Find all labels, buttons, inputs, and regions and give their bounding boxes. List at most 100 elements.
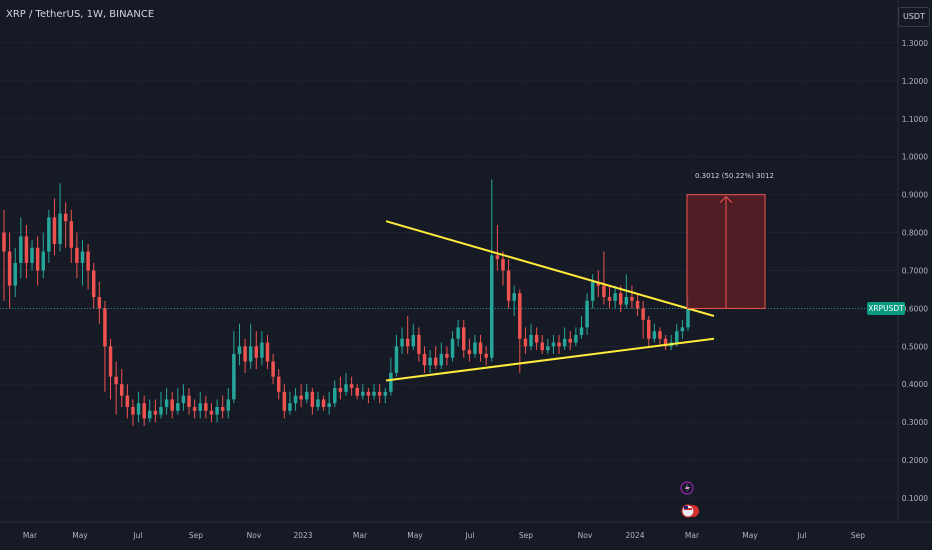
candle-body: [69, 221, 74, 248]
time-tick-label[interactable]: Nov: [247, 531, 262, 540]
candle-body: [114, 376, 118, 385]
price-tick-label[interactable]: 0.6000: [902, 304, 928, 313]
event-icons[interactable]: [680, 481, 699, 518]
time-axis-labels[interactable]: Mar May Jul Sep Nov 2023 Mar May Jul Sep Nov 2024 Ma…: [23, 531, 865, 540]
candle-body: [501, 259, 505, 271]
candle-body: [220, 406, 225, 411]
candle-body: [119, 384, 124, 396]
candle-body: [641, 308, 645, 320]
candle-body: [63, 213, 68, 222]
candle-body: [439, 353, 444, 366]
price-tick-label[interactable]: 0.5000: [902, 342, 928, 351]
price-tick-label[interactable]: 0.7000: [902, 266, 928, 275]
candle-body: [534, 334, 539, 343]
candle-body: [562, 338, 567, 347]
candle-body: [523, 338, 528, 347]
candle-body: [372, 391, 376, 396]
measure-arrow-head-icon: [719, 195, 733, 204]
candle-body: [204, 403, 208, 411]
descending-trendline[interactable]: [385, 220, 715, 317]
candle-body: [215, 406, 219, 415]
candle-body: [377, 391, 382, 396]
candle-body: [428, 357, 432, 366]
time-tick-label[interactable]: May: [407, 531, 423, 540]
candle-body: [473, 342, 477, 354]
candle-body: [226, 399, 231, 411]
time-tick-label[interactable]: Mar: [23, 531, 38, 540]
time-tick-label[interactable]: Sep: [519, 531, 533, 540]
price-tick-label[interactable]: 1.2000: [902, 77, 928, 86]
time-tick-label[interactable]: Jul: [132, 531, 142, 540]
candle-body: [254, 346, 259, 358]
candle-body: [675, 331, 679, 343]
candle-body: [91, 270, 96, 298]
candle-body: [680, 327, 685, 332]
candle-body: [108, 346, 113, 377]
time-tick-label[interactable]: May: [742, 531, 758, 540]
candle-body: [13, 262, 17, 286]
time-tick-label[interactable]: Jul: [464, 531, 474, 540]
candle-body: [237, 346, 242, 354]
currency-unit-button[interactable]: USDT: [898, 7, 930, 27]
candle-body: [338, 388, 343, 392]
candle-body: [461, 327, 466, 351]
candle-body: [164, 399, 169, 407]
candle-body: [344, 384, 348, 392]
price-tick-label[interactable]: 1.1000: [902, 115, 928, 124]
candle-body: [198, 403, 202, 411]
candle-body: [512, 293, 516, 301]
price-tick-label[interactable]: 0.2000: [902, 456, 928, 465]
time-tick-label[interactable]: Sep: [189, 531, 203, 540]
candle-body: [663, 338, 668, 347]
price-tick-label[interactable]: 0.1000: [902, 494, 928, 503]
candle-body: [618, 293, 623, 305]
candle-body: [624, 297, 629, 305]
candle-body: [506, 270, 511, 301]
candle-body: [2, 232, 6, 252]
candle-body: [232, 353, 236, 400]
time-tick-label[interactable]: Nov: [578, 531, 593, 540]
candle-body: [41, 251, 45, 271]
candle-body: [305, 391, 309, 400]
candle-body: [47, 217, 51, 252]
candle-body: [478, 342, 483, 354]
time-tick-label[interactable]: 2024: [625, 531, 644, 540]
candle-body: [103, 308, 107, 347]
trendline-group[interactable]: [385, 220, 715, 382]
time-tick-label[interactable]: Sep: [851, 531, 865, 540]
price-tick-label[interactable]: 1.3000: [902, 39, 928, 48]
chart-title: XRP / TetherUS, 1W, BINANCE: [6, 9, 155, 20]
candle-body: [602, 285, 606, 298]
time-tick-label[interactable]: Mar: [353, 531, 368, 540]
price-tick-label[interactable]: 0.3000: [902, 418, 928, 427]
time-tick-label[interactable]: Mar: [685, 531, 700, 540]
candle-body: [484, 353, 488, 358]
time-tick-label[interactable]: 2023: [293, 531, 312, 540]
price-tick-label[interactable]: 1.0000: [902, 153, 928, 162]
candle-body: [551, 342, 556, 347]
candle-body: [293, 395, 298, 404]
time-tick-label[interactable]: Jul: [796, 531, 806, 540]
price-tick-label[interactable]: 0.4000: [902, 380, 928, 389]
candle-body: [192, 406, 197, 411]
candle-body: [433, 357, 438, 366]
candle-body: [276, 376, 281, 392]
candle-body: [529, 334, 533, 347]
candle-body: [170, 399, 174, 411]
candle-body: [327, 403, 331, 407]
candle-body: [321, 399, 326, 407]
candle-body: [260, 342, 264, 358]
price-tick-label[interactable]: 0.8000: [902, 229, 928, 238]
price-axis-labels[interactable]: 1.3000 1.2000 1.1000 1.0000 0.9000 0.8000 0.70…: [902, 39, 928, 503]
time-tick-label[interactable]: May: [72, 531, 88, 540]
candle-body: [647, 319, 651, 339]
last-price-symbol-tag: XRPUSDT: [867, 301, 905, 315]
candle-body: [248, 346, 253, 362]
candle-body: [467, 350, 472, 354]
ascending-trendline[interactable]: [385, 337, 715, 382]
price-tick-label[interactable]: 0.9000: [902, 191, 928, 200]
candle-body: [607, 297, 612, 301]
candle-body: [7, 251, 12, 286]
price-range-measure[interactable]: [686, 194, 766, 309]
